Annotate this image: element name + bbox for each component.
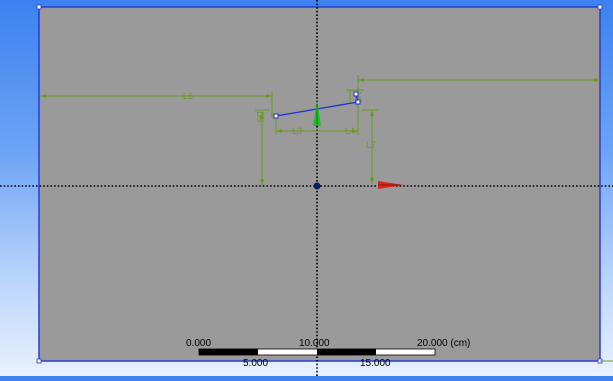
sketch-vertices[interactable] [273,91,361,119]
dimension-label-l7[interactable]: L7 [366,140,376,150]
origin-dot-icon[interactable] [313,182,321,190]
dimension-label-d5[interactable]: D5 [255,111,265,123]
ruler-label-15: 15.000 [360,358,391,369]
scale-ruler: 0.000 10.000 20.000 (cm) 5.000 15.000 [186,338,470,369]
dimension-lines [40,75,600,185]
dimension-arrows [40,78,600,185]
dimension-label-l6[interactable]: L6 [183,91,193,101]
ruler-label-20: 20.000 (cm) [417,338,470,349]
ruler-label-5: 5.000 [243,358,268,369]
dimension-label-h2[interactable]: H2 [353,92,363,104]
ruler-label-0: 0.000 [186,338,211,349]
ruler-label-10: 10.000 [299,338,330,349]
x-axis-arrow-icon [378,181,404,189]
dimension-label-l3[interactable]: L3 [292,126,302,136]
y-axis-arrow-icon [313,100,321,126]
dimension-label-l4[interactable]: L4 [345,126,355,136]
